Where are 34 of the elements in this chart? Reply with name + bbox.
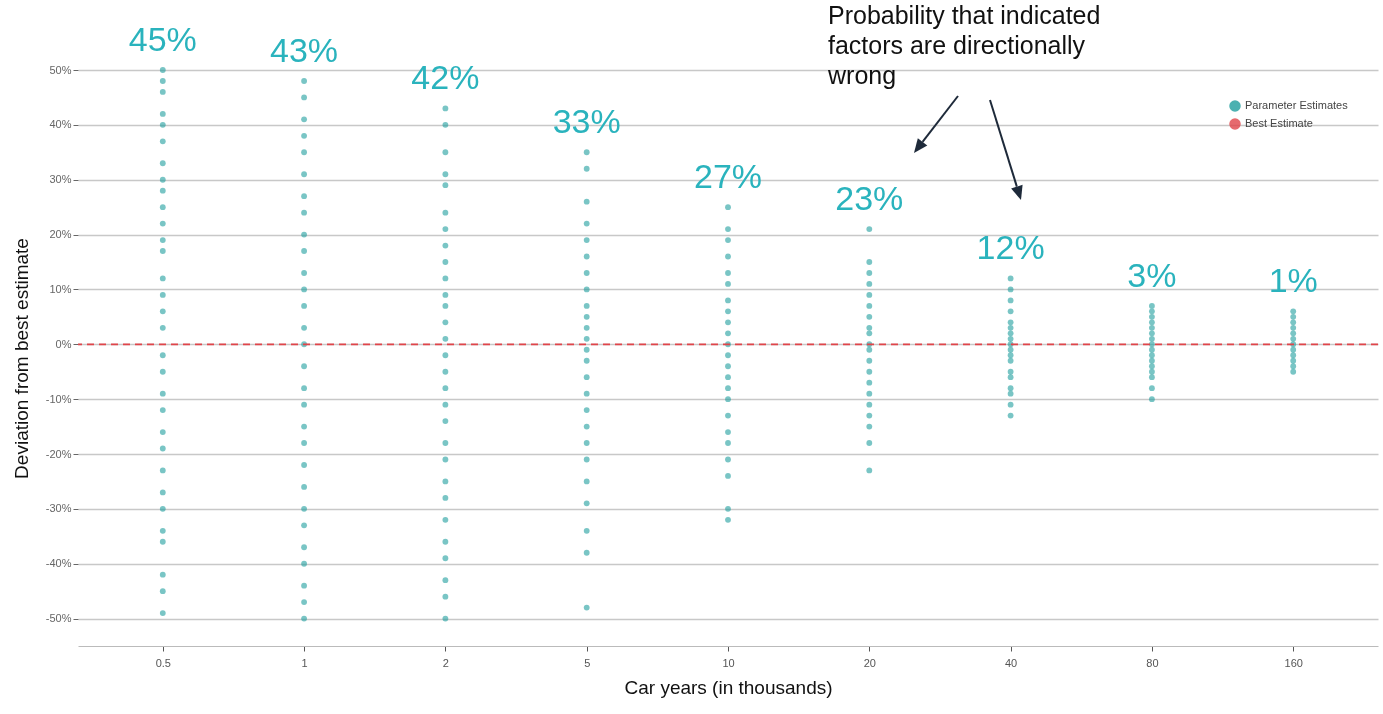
- annotation: Probability that indicated factors are directionally wrong: [827, 1, 1101, 89]
- x-tick-label: 2: [442, 656, 449, 669]
- y-tick-label: 0%: [55, 337, 72, 350]
- legend-label: Best Estimate: [1245, 117, 1313, 129]
- y-tick-label: -30%: [45, 502, 72, 515]
- x-axis-title: Car years (in thousands): [624, 676, 833, 698]
- x-tick-label: 0.5: [155, 656, 171, 669]
- annotation: 12%: [976, 228, 1045, 267]
- text: 45%: [128, 20, 197, 58]
- y-tick-label: 50%: [49, 63, 72, 76]
- annotation: 23%: [835, 179, 904, 218]
- annotation: 3%: [1127, 255, 1177, 294]
- y-tick-label: -50%: [45, 612, 72, 625]
- x-tick-label: 10: [722, 656, 735, 669]
- y-tick-label: -10%: [45, 392, 72, 405]
- y-axis-title: Deviation from best estimate: [10, 238, 32, 479]
- annotation: 42%: [411, 58, 480, 97]
- x-tick-label: 160: [1284, 656, 1303, 669]
- y-tick-label: -40%: [45, 557, 72, 570]
- legend-label: Parameter Estimates: [1245, 99, 1349, 111]
- x-tick-label: 80: [1146, 656, 1159, 669]
- annotation: 1%: [1268, 261, 1318, 300]
- x-tick-label: 1: [301, 656, 308, 669]
- annotation: 27%: [693, 157, 763, 196]
- x-tick-label: 40: [1004, 656, 1018, 669]
- y-tick-label: 20%: [49, 228, 72, 241]
- y-tick-label: -20%: [45, 447, 72, 460]
- x-tick-label: 20: [863, 656, 876, 669]
- annotation: 33%: [552, 102, 621, 141]
- x-tick-label: 5: [584, 656, 591, 669]
- text: 43%: [270, 30, 339, 69]
- y-tick-label: 10%: [49, 282, 72, 295]
- y-tick-label: 30%: [49, 173, 72, 186]
- y-tick-label: 40%: [49, 118, 72, 131]
